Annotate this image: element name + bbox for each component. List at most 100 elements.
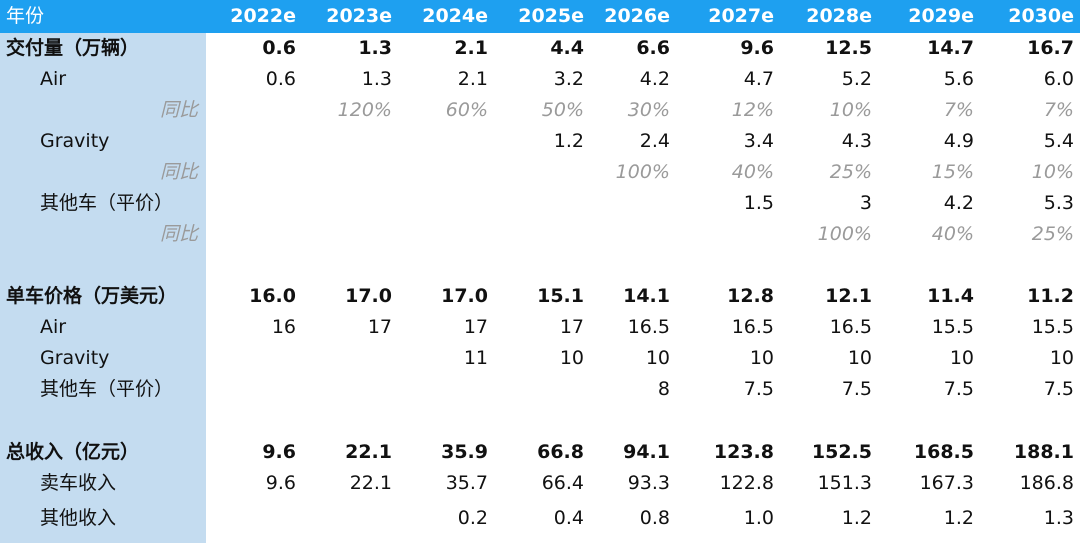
table-cell: 100% (817, 223, 872, 245)
table-cell: 3.2 (553, 68, 584, 90)
table-row-other-yoy: 同比 100% 40% 25% (0, 219, 1080, 250)
table-cell: 1.2 (943, 507, 974, 529)
table-cell: 12.8 (727, 285, 774, 307)
table-cell: 2.1 (454, 37, 488, 59)
table-cell: 93.3 (627, 472, 670, 494)
table-cell: 16.5 (627, 316, 670, 338)
table-cell (670, 219, 774, 250)
table-cell: 22.1 (349, 472, 392, 494)
row-label: 交付量（万辆） (6, 37, 140, 59)
table-cell (392, 219, 488, 250)
table-cell (206, 95, 296, 126)
year-header: 2027e (708, 5, 774, 27)
table-row-other-revenue: 其他收入 0.2 0.4 0.8 1.0 1.2 1.2 1.3 (0, 503, 1080, 534)
table-cell: 186.8 (1019, 472, 1074, 494)
table-cell: 40% (731, 161, 774, 183)
table-cell: 9.6 (740, 37, 774, 59)
row-label: Gravity (40, 347, 110, 369)
table-cell (206, 188, 296, 219)
table-cell: 0.8 (639, 507, 670, 529)
row-label: 其他车（平价） (40, 192, 174, 214)
table-cell: 0.6 (262, 37, 296, 59)
table-cell: 40% (931, 223, 974, 245)
table-cell: 0.2 (457, 507, 488, 529)
table-cell: 7.5 (1043, 378, 1074, 400)
table-cell: 1.3 (358, 37, 392, 59)
table-cell (488, 188, 584, 219)
table-cell (392, 374, 488, 405)
table-cell: 168.5 (913, 441, 974, 463)
year-header: 2023e (326, 5, 392, 27)
table-cell (296, 343, 392, 374)
table-cell: 11 (463, 347, 488, 369)
table-cell: 9.6 (262, 441, 296, 463)
table-cell: 4.7 (743, 68, 774, 90)
row-label: 同比 (159, 161, 198, 183)
table-cell: 15.5 (1031, 316, 1074, 338)
row-label: 同比 (159, 99, 198, 121)
table-cell: 1.0 (743, 507, 774, 529)
table-row-air-yoy: 同比 120% 60% 50% 30% 12% 10% 7% 7% (0, 95, 1080, 126)
table-cell: 16.5 (731, 316, 774, 338)
table-row-unit-price: 单车价格（万美元） 16.0 17.0 17.0 15.1 14.1 12.8 … (0, 281, 1080, 312)
table-cell: 66.8 (537, 441, 584, 463)
table-cell: 6.6 (636, 37, 670, 59)
table-cell: 94.1 (623, 441, 670, 463)
table-cell (296, 126, 392, 157)
table-cell: 22.1 (345, 441, 392, 463)
table-cell (206, 157, 296, 188)
table-cell (296, 374, 392, 405)
table-cell: 16.5 (829, 316, 872, 338)
table-cell: 7% (943, 99, 974, 121)
table-cell: 10 (749, 347, 774, 369)
table-row-gravity-yoy: 同比 100% 40% 25% 15% 10% (0, 157, 1080, 188)
table-cell (296, 503, 392, 534)
table-cell: 2.1 (457, 68, 488, 90)
table-cell: 35.7 (445, 472, 488, 494)
table-cell: 12% (731, 99, 774, 121)
table-cell: 188.1 (1013, 441, 1074, 463)
table-cell: 15.1 (537, 285, 584, 307)
table-cell: 2.4 (639, 130, 670, 152)
table-cell: 5.6 (943, 68, 974, 90)
year-header: 2030e (1008, 5, 1074, 27)
table-cell: 7% (1043, 99, 1074, 121)
table-cell: 4.9 (943, 130, 974, 152)
table-cell (206, 503, 296, 534)
table-row-gravity-price: Gravity 11 10 10 10 10 10 10 (0, 343, 1080, 374)
table-cell (206, 219, 296, 250)
table-cell (488, 374, 584, 405)
table-row-car-sales-revenue: 卖车收入 9.6 22.1 35.7 66.4 93.3 122.8 151.3… (0, 468, 1080, 499)
table-cell: 7.5 (943, 378, 974, 400)
row-label: 总收入（亿元） (6, 441, 140, 463)
table-row-total-revenue: 总收入（亿元） 9.6 22.1 35.9 66.8 94.1 123.8 15… (0, 437, 1080, 468)
table-cell: 12.5 (825, 37, 872, 59)
table-cell: 12.1 (825, 285, 872, 307)
table-cell: 10 (847, 347, 872, 369)
row-label: 单车价格（万美元） (6, 285, 178, 307)
table-cell (206, 343, 296, 374)
table-row-air-price: Air 16 17 17 17 16.5 16.5 16.5 15.5 15.5 (0, 312, 1080, 343)
table-cell: 122.8 (719, 472, 774, 494)
table-cell: 5.3 (1043, 192, 1074, 214)
table-cell: 30% (627, 99, 670, 121)
table-cell: 50% (541, 99, 584, 121)
table-cell: 0.6 (265, 68, 296, 90)
table-cell (584, 188, 670, 219)
table-cell: 7.5 (841, 378, 872, 400)
table-cell: 120% (337, 99, 392, 121)
table-cell: 5.2 (841, 68, 872, 90)
table-cell: 100% (615, 161, 670, 183)
table-cell: 1.3 (361, 68, 392, 90)
label-column-background (0, 0, 206, 543)
table-cell: 10% (829, 99, 872, 121)
table-cell: 16.7 (1027, 37, 1074, 59)
table-cell: 10 (559, 347, 584, 369)
table-row-air-deliveries: Air 0.6 1.3 2.1 3.2 4.2 4.7 5.2 5.6 6.0 (0, 64, 1080, 95)
row-label: 其他车（平价） (40, 378, 174, 400)
year-header: 2022e (230, 5, 296, 27)
table-cell: 10% (1031, 161, 1074, 183)
table-cell: 10 (645, 347, 670, 369)
table-cell: 6.0 (1043, 68, 1074, 90)
table-cell: 66.4 (541, 472, 584, 494)
